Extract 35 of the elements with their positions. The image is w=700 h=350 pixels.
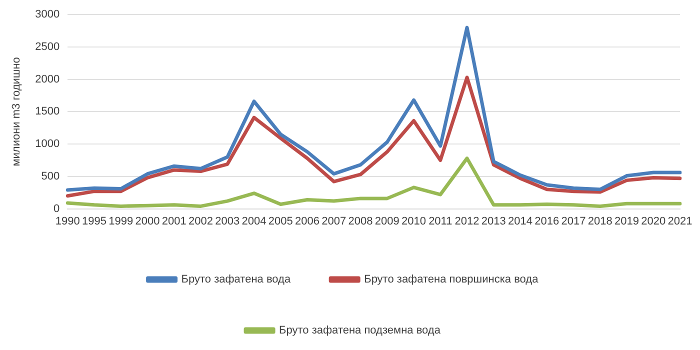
x-tick-label: 1999: [108, 215, 134, 228]
x-tick-label: 2014: [508, 215, 533, 228]
x-tick-label: 2017: [561, 215, 586, 228]
x-tick-label: 1990: [55, 215, 80, 228]
x-tick-label: 2006: [295, 215, 320, 228]
x-tick-label: 2001: [162, 215, 186, 228]
x-tick-label: 2009: [374, 215, 400, 228]
y-tick-label: 500: [41, 170, 60, 182]
x-tick-label: 2018: [588, 215, 612, 228]
y-tick-label: 2500: [35, 41, 60, 53]
x-tick-label: 2003: [215, 215, 240, 228]
x-tick-label: 2002: [188, 215, 214, 228]
y-axis-title: милиони m3 годишно: [10, 57, 23, 166]
x-tick-label: 2021: [668, 215, 692, 228]
x-tick-label: 2008: [348, 215, 373, 228]
x-tick-label: 2020: [641, 215, 666, 228]
x-tick-label: 2012: [454, 215, 480, 228]
x-tick-label: 2013: [481, 215, 506, 228]
x-tick-label: 2016: [534, 215, 560, 228]
x-tick-label: 2007: [322, 215, 346, 228]
x-tick-label: 2019: [614, 215, 639, 228]
y-tick-label: 1500: [35, 106, 60, 118]
x-tick-label: 1995: [82, 215, 107, 228]
y-tick-label: 1000: [35, 138, 60, 150]
legend-label: Бруто зафатена површинска вода: [364, 274, 540, 286]
x-tick-label: 2011: [428, 215, 452, 228]
x-tick-label: 2005: [268, 215, 293, 228]
x-tick-label: 2010: [402, 215, 426, 228]
x-tick-label: 2000: [135, 215, 160, 228]
legend-label: Бруто зафатена вода: [181, 274, 292, 286]
y-tick-label: 3000: [35, 8, 60, 21]
legend-label: Бруто зафатена подземна вода: [279, 324, 442, 337]
x-tick-label: 2004: [242, 215, 266, 228]
y-tick-label: 2000: [35, 73, 60, 86]
y-tick-label: 0: [54, 202, 60, 215]
